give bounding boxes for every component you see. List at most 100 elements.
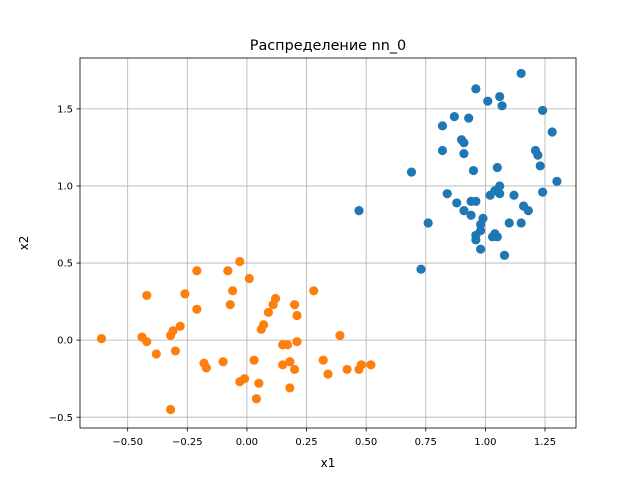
data-point-series-0 (354, 206, 364, 216)
data-point-series-0 (547, 127, 557, 137)
data-point-series-1 (228, 286, 238, 296)
data-point-series-1 (223, 266, 233, 276)
data-point-series-1 (335, 330, 345, 341)
y-tick-label: 0.0 (57, 336, 73, 347)
data-point-series-0 (437, 121, 448, 131)
data-point-series-0 (459, 138, 469, 148)
data-point-series-1 (142, 337, 152, 347)
data-point-series-0 (516, 218, 526, 228)
data-point-series-0 (476, 244, 486, 254)
data-point-series-0 (416, 264, 426, 274)
data-point-series-1 (166, 330, 176, 341)
data-point-series-0 (485, 190, 495, 200)
data-point-series-0 (466, 210, 476, 220)
x-tick-label: 1.25 (534, 437, 556, 448)
data-point-series-1 (96, 333, 107, 344)
data-point-series-1 (235, 256, 245, 267)
data-point-series-1 (278, 360, 288, 370)
data-point-series-0 (483, 96, 493, 106)
x-axis-label: x1 (321, 456, 336, 470)
data-point-series-0 (495, 91, 505, 102)
chart-title: Распределение nn_0 (250, 38, 406, 54)
data-point-series-1 (366, 360, 376, 370)
x-tick-label: 1.00 (474, 437, 496, 448)
data-point-series-1 (249, 355, 259, 365)
data-point-series-0 (497, 101, 507, 111)
data-point-series-0 (442, 189, 452, 199)
data-point-series-1 (292, 310, 302, 321)
data-point-series-0 (538, 187, 548, 197)
data-point-series-0 (452, 198, 462, 208)
data-point-series-1 (309, 286, 319, 296)
data-point-series-1 (201, 363, 211, 373)
y-axis-ticks: −0.5 0.0 0.5 1.0 1.5 (49, 104, 80, 424)
data-point-series-0 (495, 189, 505, 199)
data-point-series-0 (533, 150, 543, 160)
data-point-series-0 (406, 167, 417, 177)
data-point-series-1 (285, 357, 295, 367)
data-point-series-0 (504, 218, 514, 228)
data-point-series-1 (254, 378, 264, 388)
data-point-series-0 (459, 206, 469, 216)
data-point-series-1 (235, 377, 245, 387)
data-point-series-1 (251, 394, 262, 404)
data-point-series-1 (282, 340, 293, 350)
y-tick-label: 0.5 (57, 259, 73, 270)
data-point-series-1 (290, 364, 300, 375)
data-point-series-1 (225, 300, 235, 310)
data-point-series-0 (538, 105, 548, 116)
data-point-series-1 (192, 266, 202, 276)
x-tick-label: 0.25 (295, 437, 317, 448)
data-point-series-1 (292, 337, 302, 347)
data-point-series-1 (175, 321, 185, 331)
y-axis-label: x2 (17, 236, 31, 251)
data-point-series-1 (218, 357, 228, 367)
data-point-series-1 (166, 404, 176, 415)
data-point-series-1 (354, 364, 364, 375)
x-tick-label: 0.75 (415, 437, 437, 448)
data-point-series-1 (256, 324, 266, 334)
data-point-series-1 (342, 364, 352, 375)
data-point-series-0 (464, 113, 474, 123)
data-point-series-0 (459, 148, 469, 159)
y-tick-label: 1.0 (57, 182, 73, 193)
x-tick-label: −0.25 (172, 437, 203, 448)
data-point-series-0 (449, 111, 459, 122)
y-tick-label: 1.5 (57, 104, 73, 115)
data-point-series-0 (516, 68, 526, 79)
data-point-series-0 (552, 176, 562, 186)
y-tick-label: −0.5 (49, 413, 73, 424)
data-point-series-1 (318, 355, 328, 365)
data-point-series-0 (423, 218, 433, 228)
data-point-series-1 (263, 307, 273, 317)
x-tick-label: 0.00 (236, 437, 258, 448)
x-axis-ticks: −0.50 −0.25 0.00 0.25 0.50 0.75 1.00 1.25 (112, 428, 556, 448)
data-point-series-0 (471, 84, 481, 94)
data-point-series-0 (471, 196, 481, 206)
data-point-series-1 (142, 290, 152, 301)
data-point-series-0 (523, 206, 533, 216)
data-point-series-0 (468, 165, 479, 176)
data-point-series-1 (268, 300, 278, 310)
data-point-series-1 (323, 369, 333, 379)
x-tick-label: 0.50 (355, 437, 377, 448)
data-point-series-1 (170, 346, 180, 356)
data-point-series-0 (471, 235, 481, 245)
data-point-series-1 (180, 289, 190, 299)
data-point-series-1 (192, 304, 202, 314)
data-points (96, 68, 562, 415)
data-point-series-0 (499, 250, 510, 260)
x-tick-label: −0.50 (112, 437, 143, 448)
data-point-series-0 (535, 161, 545, 171)
data-point-series-0 (509, 190, 519, 200)
data-point-series-1 (244, 273, 254, 284)
data-point-series-1 (290, 300, 300, 310)
data-point-series-0 (437, 145, 448, 156)
data-point-series-1 (285, 383, 295, 393)
data-point-series-0 (487, 232, 498, 242)
grid (80, 58, 576, 428)
data-point-series-1 (151, 349, 161, 359)
plot-frame (79, 57, 577, 429)
